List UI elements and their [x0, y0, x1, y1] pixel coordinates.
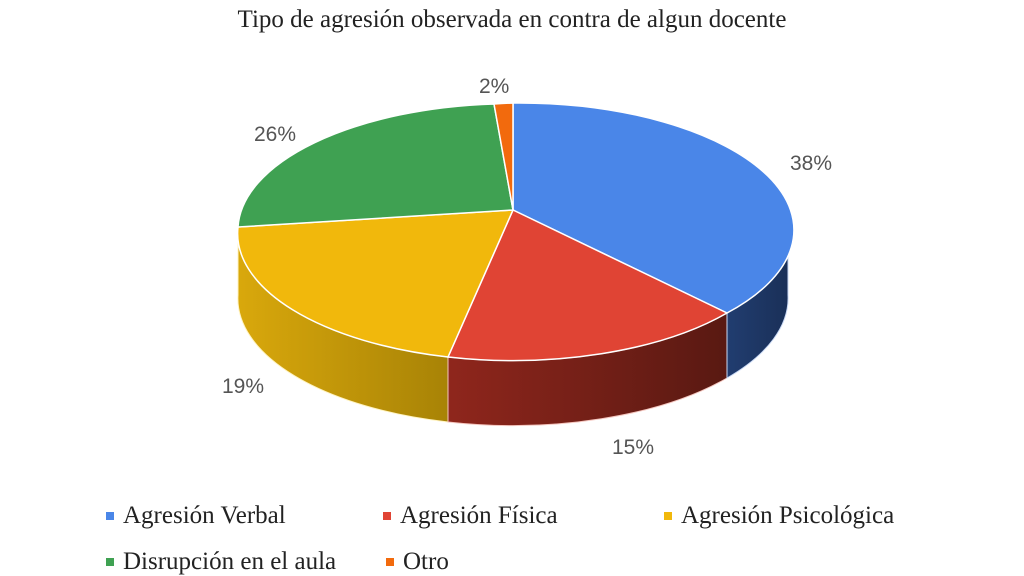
- legend-label: Disrupción en el aula: [123, 548, 337, 575]
- legend-item-fisica[interactable]: Agresión Física: [383, 502, 558, 530]
- chart-title: Tipo de agresión observada en contra de …: [237, 6, 787, 33]
- slice-verbal[interactable]: [512, 102, 795, 314]
- legend-swatch-icon: [106, 558, 114, 566]
- slice-psicologica[interactable]: [236, 209, 515, 358]
- legend-label: Otro: [403, 548, 449, 575]
- legend-item-disrupcion[interactable]: Disrupción en el aula: [106, 548, 336, 576]
- slice-otro[interactable]: [493, 102, 514, 211]
- label-psicologica: 19%: [222, 375, 264, 398]
- label-otro: 2%: [479, 75, 509, 98]
- label-disrupcion: 26%: [254, 123, 296, 146]
- legend-swatch-icon: [664, 512, 672, 520]
- legend-label: Agresión Psicológica: [681, 502, 895, 529]
- slice-fisica[interactable]: [446, 208, 729, 362]
- legend-item-verbal[interactable]: Agresión Verbal: [106, 502, 286, 530]
- legend-swatch-icon: [383, 512, 391, 520]
- label-verbal: 38%: [790, 152, 832, 175]
- legend-label: Agresión Verbal: [123, 502, 286, 529]
- label-fisica: 15%: [612, 436, 654, 459]
- legend-swatch-icon: [106, 512, 114, 520]
- legend-label: Agresión Física: [400, 502, 558, 529]
- slice-disrupcion[interactable]: [237, 103, 514, 228]
- pie-top: [236, 102, 795, 362]
- legend-item-psicologica[interactable]: Agresión Psicológica: [664, 502, 894, 530]
- legend-item-otro[interactable]: Otro: [386, 548, 449, 576]
- legend-swatch-icon: [386, 558, 394, 566]
